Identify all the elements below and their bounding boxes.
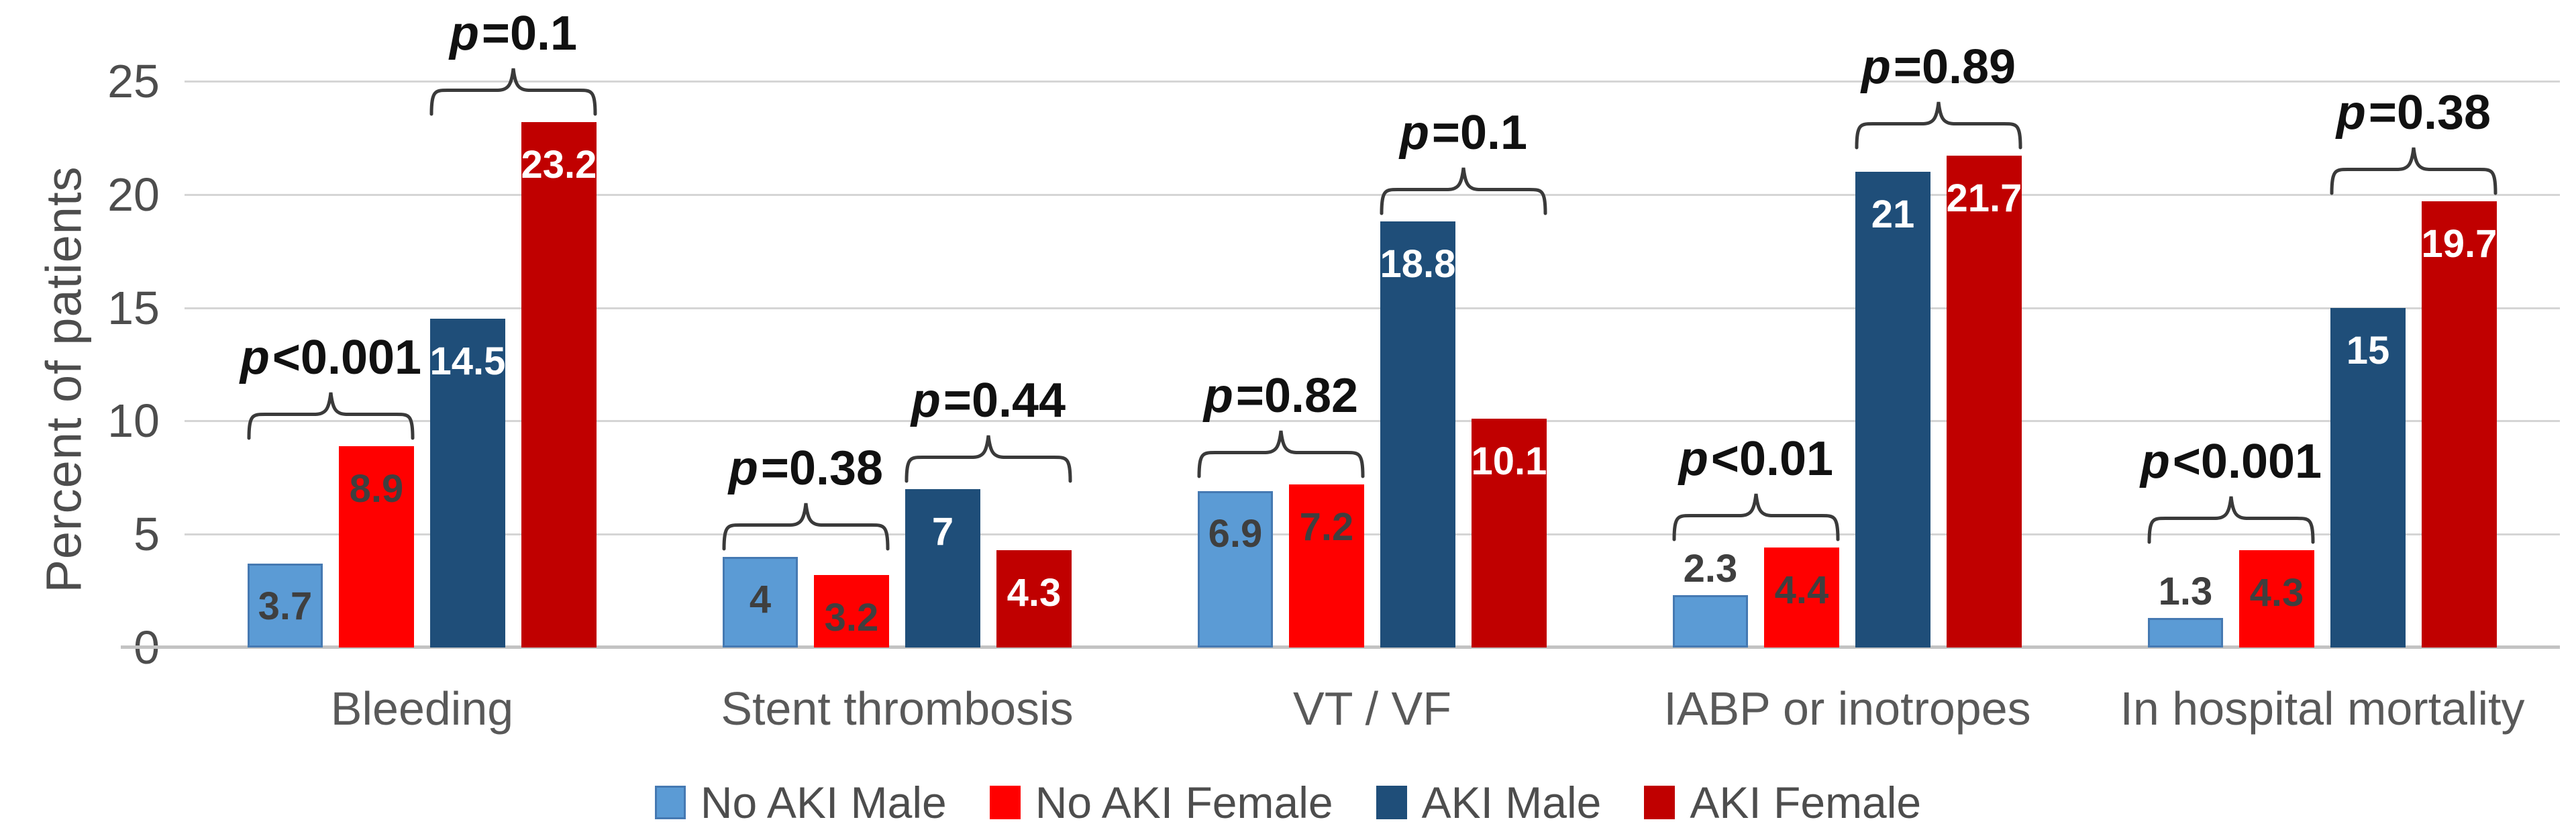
bar-no-aki-female — [1289, 484, 1364, 647]
bar-value-label: 7.2 — [1299, 505, 1354, 549]
legend-label: AKI Female — [1690, 778, 1922, 827]
p-value-label: p=0.38 — [2336, 85, 2491, 140]
gridline — [185, 81, 2560, 83]
x-category-label: In hospital mortality — [2120, 682, 2525, 735]
bar-value-label: 2.3 — [1683, 547, 1738, 591]
y-tick-label: 5 — [134, 508, 160, 561]
bar-aki-female — [1472, 419, 1547, 647]
p-bracket — [905, 435, 1072, 483]
bar-no-aki-female — [1764, 548, 1839, 647]
legend-marker-no-aki-male — [654, 786, 686, 819]
p-bracket — [1672, 494, 1840, 541]
p-value-label: p<0.001 — [240, 330, 422, 384]
p-value-label: p<0.01 — [1678, 432, 1834, 486]
y-tick-label: 15 — [107, 281, 160, 334]
bar-value-label: 1.3 — [2158, 570, 2213, 614]
bar-value-label: 4.3 — [1007, 570, 1062, 615]
p-bracket — [1855, 102, 2022, 150]
bar-value-label: 23.2 — [521, 142, 597, 187]
bar-value-label: 14.5 — [429, 340, 506, 384]
p-value-label: p=0.44 — [911, 373, 1066, 427]
gridline — [185, 420, 2560, 423]
bar-value-label: 4.3 — [2249, 570, 2304, 615]
legend-marker-aki-male — [1376, 786, 1407, 819]
bar-aki-female — [2422, 201, 2497, 647]
gridline — [185, 193, 2560, 196]
p-bracket — [1197, 430, 1365, 478]
p-value-label: p=0.89 — [1861, 40, 2016, 95]
bar-no-aki-male — [1673, 595, 1748, 647]
bar-aki-female — [521, 121, 597, 647]
bar-value-label: 3.2 — [824, 595, 879, 639]
p-bracket — [722, 503, 890, 551]
p-bracket — [2147, 496, 2315, 544]
bar-no-aki-male — [2148, 618, 2223, 647]
bar-value-label: 3.7 — [258, 584, 313, 629]
x-category-label: Stent thrombosis — [721, 682, 1074, 735]
gridline — [185, 533, 2560, 536]
bar-no-aki-male — [248, 564, 323, 647]
bar-aki-male — [430, 319, 505, 647]
p-value-label: p=0.1 — [1399, 106, 1528, 160]
bar-value-label: 18.8 — [1380, 242, 1456, 287]
p-bracket — [429, 68, 597, 116]
bar-no-aki-male — [723, 556, 798, 647]
bar-aki-male — [1380, 221, 1455, 647]
bar-value-label: 8.9 — [349, 466, 404, 511]
legend-item: AKI Female — [1644, 777, 1921, 828]
x-category-label: Bleeding — [330, 682, 514, 735]
bar-value-label: 10.1 — [1471, 439, 1547, 484]
bar-value-label: 19.7 — [2421, 221, 2497, 266]
gridline — [185, 307, 2560, 309]
legend-label: AKI Male — [1421, 778, 1602, 827]
legend-marker-no-aki-female — [989, 786, 1021, 819]
p-value-label: p=0.82 — [1203, 368, 1359, 423]
plot-area: 3.7 4 6.9 2.3 1.3 8.9 3.2 7.2 4.4 4.3 14.5 7 18.8 21 1… — [121, 7, 2560, 649]
bar-value-label: 4.4 — [1774, 568, 1829, 613]
p-bracket — [247, 392, 415, 440]
bar-value-label: 15 — [2346, 328, 2390, 372]
legend-item: No AKI Male — [654, 777, 947, 828]
bar-value-label: 21 — [1871, 193, 1915, 237]
bar-value-label: 21.7 — [1946, 176, 2022, 221]
y-tick-label: 25 — [107, 55, 160, 107]
bar-aki-male — [2330, 307, 2406, 647]
y-tick-label: 20 — [107, 168, 160, 221]
x-category-label: VT / VF — [1293, 682, 1451, 735]
legend-item: No AKI Female — [989, 777, 1333, 828]
bar-value-label: 7 — [931, 509, 954, 554]
p-value-label: p<0.001 — [2140, 434, 2322, 488]
p-value-label: p=0.38 — [728, 441, 884, 495]
bar-no-aki-female — [339, 446, 414, 647]
y-tick-label: 10 — [107, 395, 160, 448]
p-value-label: p=0.1 — [449, 6, 578, 60]
x-category-label: IABP or inotropes — [1663, 682, 2031, 735]
bar-no-aki-female — [814, 574, 889, 647]
bar-no-aki-female — [2239, 550, 2314, 647]
bar-no-aki-male — [1198, 491, 1273, 647]
legend-marker-aki-female — [1644, 786, 1676, 819]
bar-value-label: 4 — [749, 577, 772, 621]
legend-label: No AKI Female — [1035, 778, 1333, 827]
legend-item: AKI Male — [1376, 777, 1602, 828]
legend-label: No AKI Male — [700, 778, 947, 827]
bar-aki-female — [1947, 156, 2022, 647]
bar-aki-male — [1855, 172, 1930, 647]
bar-aki-female — [996, 550, 1072, 647]
bar-aki-male — [905, 488, 980, 647]
bar-value-label: 6.9 — [1208, 512, 1263, 556]
legend: No AKI Male No AKI Female AKI Male AKI Fema… — [0, 773, 2576, 832]
p-bracket — [1380, 168, 1547, 215]
p-bracket — [2330, 147, 2497, 195]
